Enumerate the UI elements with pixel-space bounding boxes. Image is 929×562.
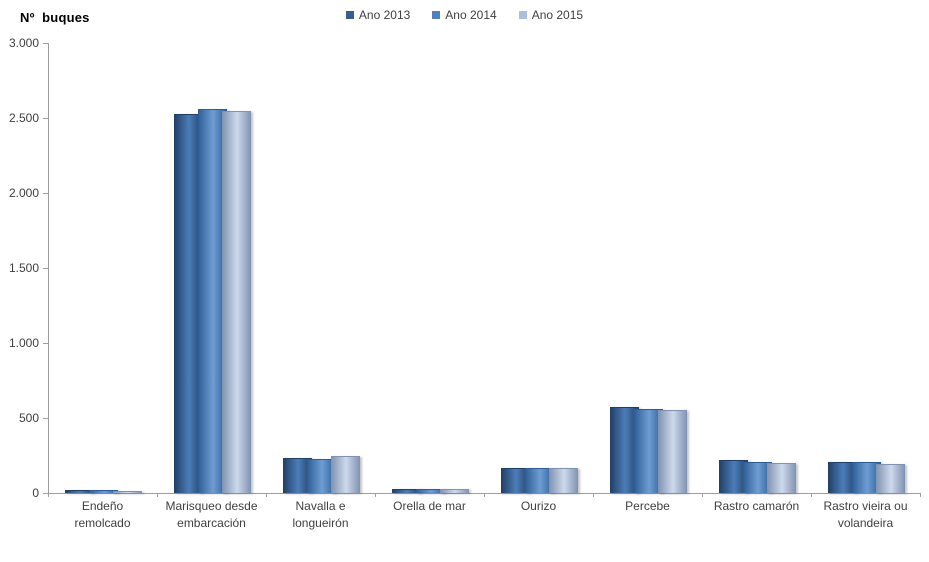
- x-axis-category-label: Percebe: [625, 499, 670, 513]
- bar-group: [812, 43, 921, 493]
- bar-ano-2015: [876, 463, 905, 493]
- legend-label: Ano 2014: [445, 8, 497, 22]
- legend-item-1: Ano 2013: [345, 8, 411, 22]
- x-axis-tick: [811, 493, 812, 497]
- bar-group: [158, 43, 267, 493]
- y-axis-tick-label: 1.500: [8, 261, 39, 275]
- chart-title: Nº buques: [20, 10, 90, 25]
- bar-group: [703, 43, 812, 493]
- bar-groups: [49, 43, 921, 493]
- y-axis-tick: [43, 417, 48, 419]
- bar-group: [485, 43, 594, 493]
- y-axis-tick: [43, 267, 48, 269]
- legend-swatch-icon: [432, 11, 441, 19]
- y-axis-tick: [43, 492, 48, 494]
- y-axis-tick-label: 2.500: [8, 111, 39, 125]
- bar-ano-2015: [440, 488, 469, 493]
- y-axis-tick-label: 3.000: [8, 36, 39, 50]
- bar-ano-2015: [658, 409, 687, 493]
- bar-ano-2013: [392, 488, 421, 493]
- legend-item-2: Ano 2014: [432, 8, 497, 22]
- bar-group: [594, 43, 703, 493]
- y-axis-tick: [43, 42, 48, 44]
- x-axis-tick: [484, 493, 485, 497]
- legend-label: Ano 2015: [531, 8, 584, 22]
- bar-group: [49, 43, 158, 493]
- x-axis-category-label: Rastro camarón: [713, 499, 800, 513]
- bar-group: [267, 43, 376, 493]
- x-axis-tick: [593, 493, 594, 497]
- y-axis-tick: [43, 192, 48, 194]
- bar-ano-2013: [65, 490, 94, 493]
- legend-item-3: Ano 2015: [518, 8, 584, 22]
- bar-ano-2015: [767, 463, 796, 493]
- x-axis-tick: [920, 493, 921, 497]
- x-axis-tick: [702, 493, 703, 497]
- x-axis-tick: [157, 493, 158, 497]
- bar-ano-2014: [416, 488, 445, 493]
- x-axis-category-label: Rastro vieira ou volandeira: [823, 499, 908, 531]
- legend-swatch-icon: [518, 11, 527, 19]
- x-axis-tick: [375, 493, 376, 497]
- plot-area: 0 500 1.000 1.500 2.000 2.500 3.000: [9, 36, 921, 500]
- y-axis-tick: [43, 117, 48, 119]
- legend-label: Ano 2013: [358, 8, 411, 22]
- x-axis-tick: [48, 493, 49, 497]
- y-axis-tick-label: 500: [18, 411, 39, 425]
- bar-group: [376, 43, 485, 493]
- x-axis-category-label: Ourizo: [520, 499, 557, 513]
- bar-ano-2015: [549, 467, 578, 493]
- x-axis-category-label: Orella de mar: [393, 499, 466, 513]
- x-axis-labels: Endeño remolcado Marisqueo desde embarcac…: [48, 498, 920, 533]
- x-axis-category-label: Navalla e longueirón: [292, 499, 349, 531]
- y-axis-tick-label: 0: [32, 486, 39, 500]
- x-axis-category-label: Marisqueo desde embarcación: [165, 499, 258, 531]
- bar-ano-2014: [89, 490, 118, 493]
- x-axis-category-label: Endeño remolcado: [74, 499, 131, 531]
- y-axis-tick-label: 2.000: [8, 186, 39, 200]
- bar-ano-2015: [222, 110, 251, 493]
- x-axis-tick: [266, 493, 267, 497]
- y-axis-tick-label: 1.000: [8, 336, 39, 350]
- legend-swatch-icon: [345, 11, 354, 19]
- y-axis-tick: [43, 342, 48, 344]
- bar-ano-2015: [331, 456, 360, 493]
- bar-ano-2015: [113, 490, 142, 493]
- chart-legend: Ano 2013 Ano 2014 Ano 2015: [0, 8, 929, 22]
